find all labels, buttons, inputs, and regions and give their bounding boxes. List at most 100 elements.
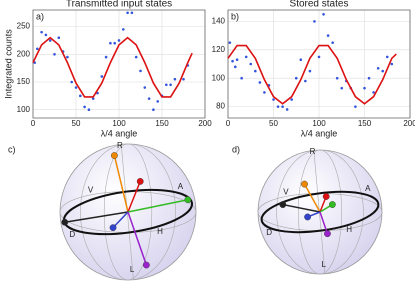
data-point bbox=[66, 55, 69, 59]
data-point bbox=[152, 108, 155, 111]
sphere-meridian bbox=[276, 149, 364, 275]
state-point bbox=[61, 218, 69, 226]
y-tick-label: 100 bbox=[17, 105, 31, 114]
state-point bbox=[324, 230, 331, 238]
data-point bbox=[182, 77, 185, 81]
equator bbox=[260, 190, 380, 234]
axis-label: A bbox=[365, 184, 371, 193]
y-tick-label: 120 bbox=[212, 45, 226, 54]
axis-label: V bbox=[283, 187, 289, 196]
data-point bbox=[40, 30, 43, 34]
data-point bbox=[285, 108, 289, 111]
data-point bbox=[308, 69, 312, 73]
state-point bbox=[328, 201, 336, 208]
axis-label: D bbox=[266, 228, 272, 237]
x-tick-label: 100 bbox=[312, 119, 326, 128]
data-point bbox=[156, 100, 159, 103]
x-tick-label: 100 bbox=[112, 119, 126, 128]
data-point bbox=[231, 59, 234, 63]
x-tick-label: 200 bbox=[198, 119, 212, 128]
y-tick-label: 250 bbox=[17, 22, 31, 31]
y-axis-label: Integrated counts bbox=[3, 29, 13, 99]
data-point bbox=[53, 53, 56, 56]
x-tick-label: 0 bbox=[226, 119, 231, 128]
y-tick-label: 80 bbox=[216, 102, 225, 111]
data-point bbox=[109, 41, 112, 45]
data-point bbox=[143, 86, 147, 89]
data-point bbox=[48, 39, 52, 42]
fit-line bbox=[227, 44, 397, 105]
data-point bbox=[130, 11, 134, 15]
state-vector bbox=[127, 199, 188, 213]
data-point bbox=[228, 41, 232, 44]
state-point bbox=[142, 261, 150, 269]
x-tick-label: 50 bbox=[72, 119, 81, 128]
data-point bbox=[100, 75, 104, 78]
axis-label: V bbox=[88, 185, 94, 194]
data-point bbox=[254, 69, 257, 73]
axis-label: A bbox=[178, 182, 184, 191]
y-tick-label: 100 bbox=[212, 73, 226, 82]
chart-title: Stored states bbox=[290, 0, 349, 10]
data-point bbox=[36, 47, 39, 51]
x-tick-label: 200 bbox=[403, 119, 415, 128]
state-point bbox=[109, 224, 117, 232]
state-vector bbox=[112, 211, 129, 229]
data-point bbox=[87, 108, 91, 111]
data-point bbox=[240, 76, 243, 80]
fit-line bbox=[32, 36, 193, 98]
x-tick-label: 50 bbox=[269, 119, 278, 128]
data-point bbox=[83, 105, 86, 109]
data-point bbox=[372, 91, 375, 94]
state-vector bbox=[64, 211, 129, 223]
data-point bbox=[113, 41, 116, 45]
data-point bbox=[317, 55, 321, 59]
state-vector bbox=[127, 181, 141, 213]
data-point bbox=[290, 98, 294, 101]
data-point bbox=[335, 76, 339, 80]
state-point bbox=[279, 201, 287, 208]
state-point bbox=[184, 196, 192, 204]
data-point bbox=[363, 86, 366, 90]
data-point bbox=[281, 105, 284, 108]
data-point bbox=[74, 86, 78, 89]
axis-label: L bbox=[130, 265, 135, 274]
y-tick-label: 200 bbox=[17, 49, 31, 58]
data-point bbox=[249, 62, 253, 66]
data-point bbox=[381, 69, 385, 73]
axis-label: R bbox=[117, 141, 123, 150]
data-point bbox=[244, 55, 248, 59]
data-point bbox=[57, 36, 61, 39]
axis-label: L bbox=[321, 260, 326, 269]
state-point bbox=[304, 213, 311, 221]
data-point bbox=[235, 58, 239, 62]
data-point bbox=[173, 77, 177, 81]
data-point bbox=[126, 11, 129, 15]
data-point bbox=[299, 58, 303, 62]
sphere-meridian bbox=[80, 143, 176, 281]
data-point bbox=[331, 41, 334, 44]
data-point bbox=[272, 98, 275, 101]
data-point bbox=[313, 20, 316, 23]
state-point bbox=[301, 180, 308, 188]
data-point bbox=[376, 66, 380, 70]
data-point bbox=[134, 55, 138, 59]
data-point bbox=[322, 12, 325, 16]
x-tick-label: 0 bbox=[31, 119, 36, 128]
axis-label: R bbox=[310, 147, 316, 156]
x-axis-label: λ/4 angle bbox=[101, 128, 138, 138]
data-point bbox=[79, 94, 82, 98]
data-point bbox=[44, 33, 48, 37]
axis-label: H bbox=[346, 225, 352, 234]
panel-label: a) bbox=[36, 11, 44, 21]
chart-title: Transmitted input states bbox=[66, 0, 172, 10]
data-point bbox=[169, 83, 172, 87]
data-point bbox=[304, 79, 307, 83]
data-point bbox=[122, 28, 125, 31]
data-point bbox=[340, 86, 344, 90]
panel-label: b) bbox=[231, 11, 239, 21]
data-point bbox=[354, 105, 357, 108]
axis-label: D bbox=[69, 230, 75, 239]
data-point bbox=[367, 76, 371, 80]
data-point bbox=[104, 55, 108, 59]
